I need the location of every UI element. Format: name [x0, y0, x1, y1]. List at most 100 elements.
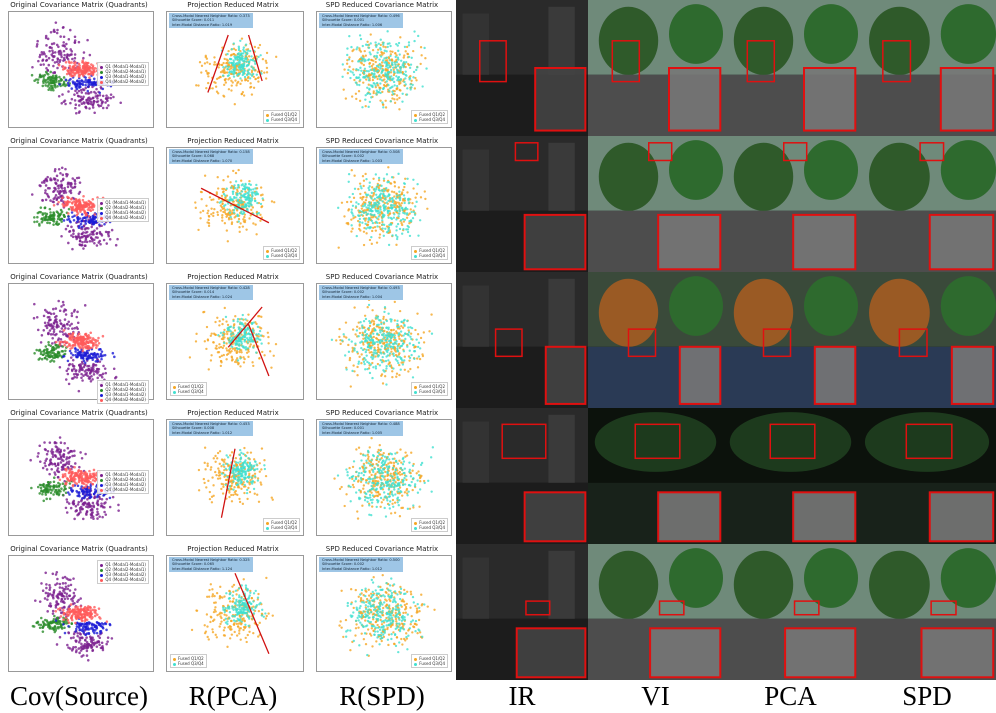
cov-plot: Original Covariance Matrix (Quadrants) Q1… — [0, 272, 158, 408]
legend-item: Q2 (Modal2-Modal1) — [100, 387, 146, 392]
stat-value: 1.019 — [221, 22, 233, 27]
scatter-points — [195, 34, 278, 106]
stat-value: 0.014 — [203, 290, 215, 295]
stat-name: Silhouette Score: — [322, 18, 353, 23]
pca-fused-image — [723, 544, 858, 680]
stat-name: Silhouette Score: — [172, 154, 203, 159]
legend-item: Q1 (Modal1-Modal1) — [100, 200, 146, 205]
legend-label: Q4 (Modal2-Modal2) — [105, 79, 146, 84]
stat-name: Inter-Modal Distance Ratio: — [172, 294, 221, 299]
stat-name: Cross-Modal Nearest Neighbor Ratio: — [322, 558, 389, 562]
legend-swatch — [414, 521, 418, 525]
legend-swatch — [173, 657, 176, 661]
pca-stat-box: Cross-Modal Nearest Neighbor Ratio: 0.37… — [169, 13, 253, 29]
stat-line: Cross-Modal Nearest Neighbor Ratio: 0.37… — [172, 14, 250, 18]
ir-image — [456, 272, 588, 408]
ir-image — [456, 0, 588, 136]
scene — [723, 408, 858, 544]
cov-plot: Original Covariance Matrix (Quadrants) Q1… — [0, 544, 158, 680]
vi-image — [588, 0, 723, 136]
legend-item: Fused Q3/Q4 — [266, 525, 297, 530]
cov-legend: Q1 (Modal1-Modal1) Q2 (Modal2-Modal1) Q3 (… — [97, 470, 149, 494]
legend-item: Q3 (Modal1-Modal2) — [100, 572, 146, 577]
stat-name: Silhouette Score: — [322, 290, 353, 295]
stat-line: Silhouette Score: 0.002 — [322, 154, 400, 158]
stat-line: Inter-Modal Distance Ratio: 1.006 — [322, 23, 400, 27]
legend-label: Q3 (Modal1-Modal2) — [105, 210, 146, 215]
scene — [588, 408, 723, 544]
plot-axes: Q1 (Modal1-Modal1) Q2 (Modal2-Modal1) Q3 (… — [8, 283, 154, 404]
legend-swatch — [414, 385, 418, 389]
legend-swatch — [100, 388, 104, 392]
legend-swatch — [414, 390, 418, 394]
pca-stat-box: Cross-Modal Nearest Neighbor Ratio: 0.32… — [169, 557, 253, 573]
scene — [858, 408, 996, 544]
legend-label: Fused Q1/Q2 — [271, 248, 297, 253]
stat-name: Silhouette Score: — [172, 426, 203, 431]
legend-swatch — [173, 385, 176, 389]
legend-swatch — [100, 75, 104, 79]
legend-label: Q3 (Modal1-Modal2) — [105, 392, 146, 397]
legend-item: Fused Q1/Q2 — [414, 384, 445, 389]
stat-value: 0.453 — [239, 422, 250, 426]
legend-swatch — [100, 216, 104, 220]
stat-name: Silhouette Score: — [172, 290, 203, 295]
plot-title: Projection Reduced Matrix — [187, 545, 279, 553]
stat-name: Inter-Modal Distance Ratio: — [322, 430, 371, 435]
column-labels: Cov(Source) R(PCA) R(SPD) IR VI PCA SPD — [0, 680, 996, 713]
plot-axes: Cross-Modal Nearest Neighbor Ratio: 0.15… — [166, 147, 304, 264]
stat-value: 0.496 — [389, 14, 400, 18]
legend-swatch — [100, 473, 104, 477]
spd-fused-image — [858, 544, 996, 680]
legend-swatch — [100, 568, 104, 572]
stat-line: Inter-Modal Distance Ratio: 1.024 — [172, 295, 250, 299]
legend-label: Q4 (Modal2-Modal2) — [105, 215, 146, 220]
cov-legend: Q1 (Modal1-Modal1) Q2 (Modal2-Modal1) Q3 (… — [97, 560, 149, 584]
stat-line: Inter-Modal Distance Ratio: 1.012 — [322, 567, 400, 571]
stat-value: 0.068 — [203, 154, 215, 159]
legend-label: Fused Q1/Q2 — [178, 384, 204, 389]
stat-value: 1.012 — [371, 566, 383, 571]
legend-swatch — [100, 393, 104, 397]
stat-line: Silhouette Score: 0.001 — [322, 18, 400, 22]
stat-line: Silhouette Score: 0.011 — [172, 18, 250, 22]
spd-stat-box: Cross-Modal Nearest Neighbor Ratio: 0.50… — [319, 557, 403, 573]
vi-image — [588, 408, 723, 544]
cov-plot: Original Covariance Matrix (Quadrants) Q1… — [0, 0, 158, 136]
plot-axes: Q1 (Modal1-Modal1) Q2 (Modal2-Modal1) Q3 (… — [8, 419, 154, 536]
stat-name: Cross-Modal Nearest Neighbor Ratio: — [322, 286, 389, 290]
scene — [588, 272, 723, 408]
stat-name: Silhouette Score: — [322, 562, 353, 567]
fused-legend: Fused Q1/Q2 Fused Q3/Q4 — [411, 246, 448, 260]
legend-swatch — [100, 563, 104, 567]
legend-swatch — [100, 398, 104, 402]
stat-value: 0.002 — [353, 290, 365, 295]
legend-item: Fused Q1/Q2 — [173, 384, 204, 389]
legend-label: Q2 (Modal2-Modal1) — [105, 477, 146, 482]
legend-item: Q4 (Modal2-Modal2) — [100, 79, 146, 84]
stat-line: Silhouette Score: 0.001 — [322, 426, 400, 430]
stat-value: 0.001 — [353, 18, 365, 23]
spd-fused-image — [858, 272, 996, 408]
legend-label: Fused Q1/Q2 — [419, 384, 445, 389]
stat-name: Cross-Modal Nearest Neighbor Ratio: — [172, 150, 239, 154]
legend-label: Q4 (Modal2-Modal2) — [105, 397, 146, 402]
stat-line: Inter-Modal Distance Ratio: 1.005 — [322, 431, 400, 435]
plot-title: Projection Reduced Matrix — [187, 409, 279, 417]
legend-label: Q2 (Modal2-Modal1) — [105, 205, 146, 210]
legend-item: Q4 (Modal2-Modal2) — [100, 397, 146, 402]
pca-plot: Projection Reduced Matrix Cross-Modal Nea… — [158, 136, 308, 272]
legend-swatch — [100, 573, 104, 577]
label-spd: SPD — [902, 681, 952, 711]
label-cov-source: Cov(Source) — [10, 681, 148, 711]
plot-title: Original Covariance Matrix (Quadrants) — [10, 545, 148, 553]
figure-grid: Original Covariance Matrix (Quadrants) Q1… — [0, 0, 996, 680]
legend-label: Fused Q1/Q2 — [419, 248, 445, 253]
stat-value: 0.065 — [203, 562, 215, 567]
legend-item: Fused Q1/Q2 — [266, 520, 297, 525]
legend-label: Q1 (Modal1-Modal1) — [105, 562, 146, 567]
legend-swatch — [414, 254, 418, 258]
stat-value: 1.012 — [221, 430, 233, 435]
legend-item: Q1 (Modal1-Modal1) — [100, 64, 146, 69]
legend-label: Fused Q1/Q2 — [271, 112, 297, 117]
